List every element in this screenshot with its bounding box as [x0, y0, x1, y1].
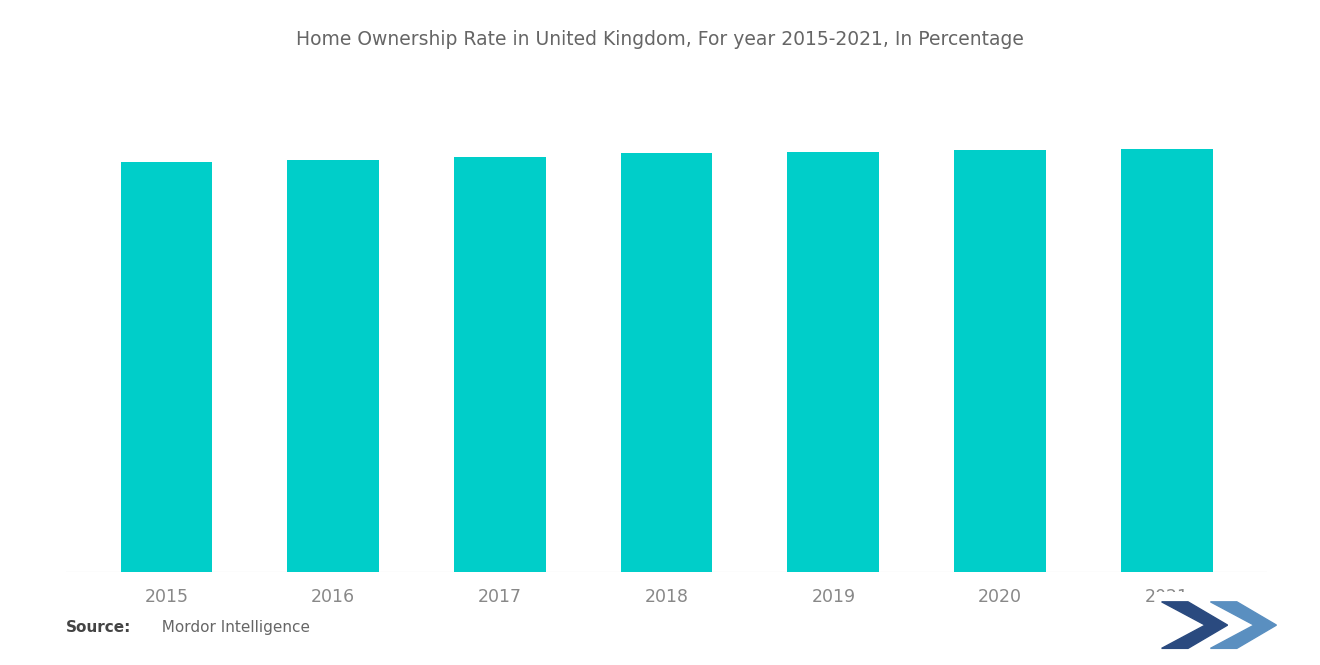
Polygon shape: [1162, 602, 1228, 648]
Polygon shape: [1210, 602, 1276, 648]
Bar: [1121, 149, 1213, 572]
Text: Source:: Source:: [66, 620, 132, 635]
Bar: [788, 152, 879, 572]
Bar: [954, 150, 1045, 572]
Text: Home Ownership Rate in United Kingdom, For year 2015-2021, In Percentage: Home Ownership Rate in United Kingdom, F…: [296, 30, 1024, 49]
Bar: [288, 160, 379, 572]
Bar: [454, 157, 545, 572]
Bar: [620, 154, 713, 572]
Bar: [120, 162, 213, 572]
Text: Mordor Intelligence: Mordor Intelligence: [152, 620, 310, 635]
